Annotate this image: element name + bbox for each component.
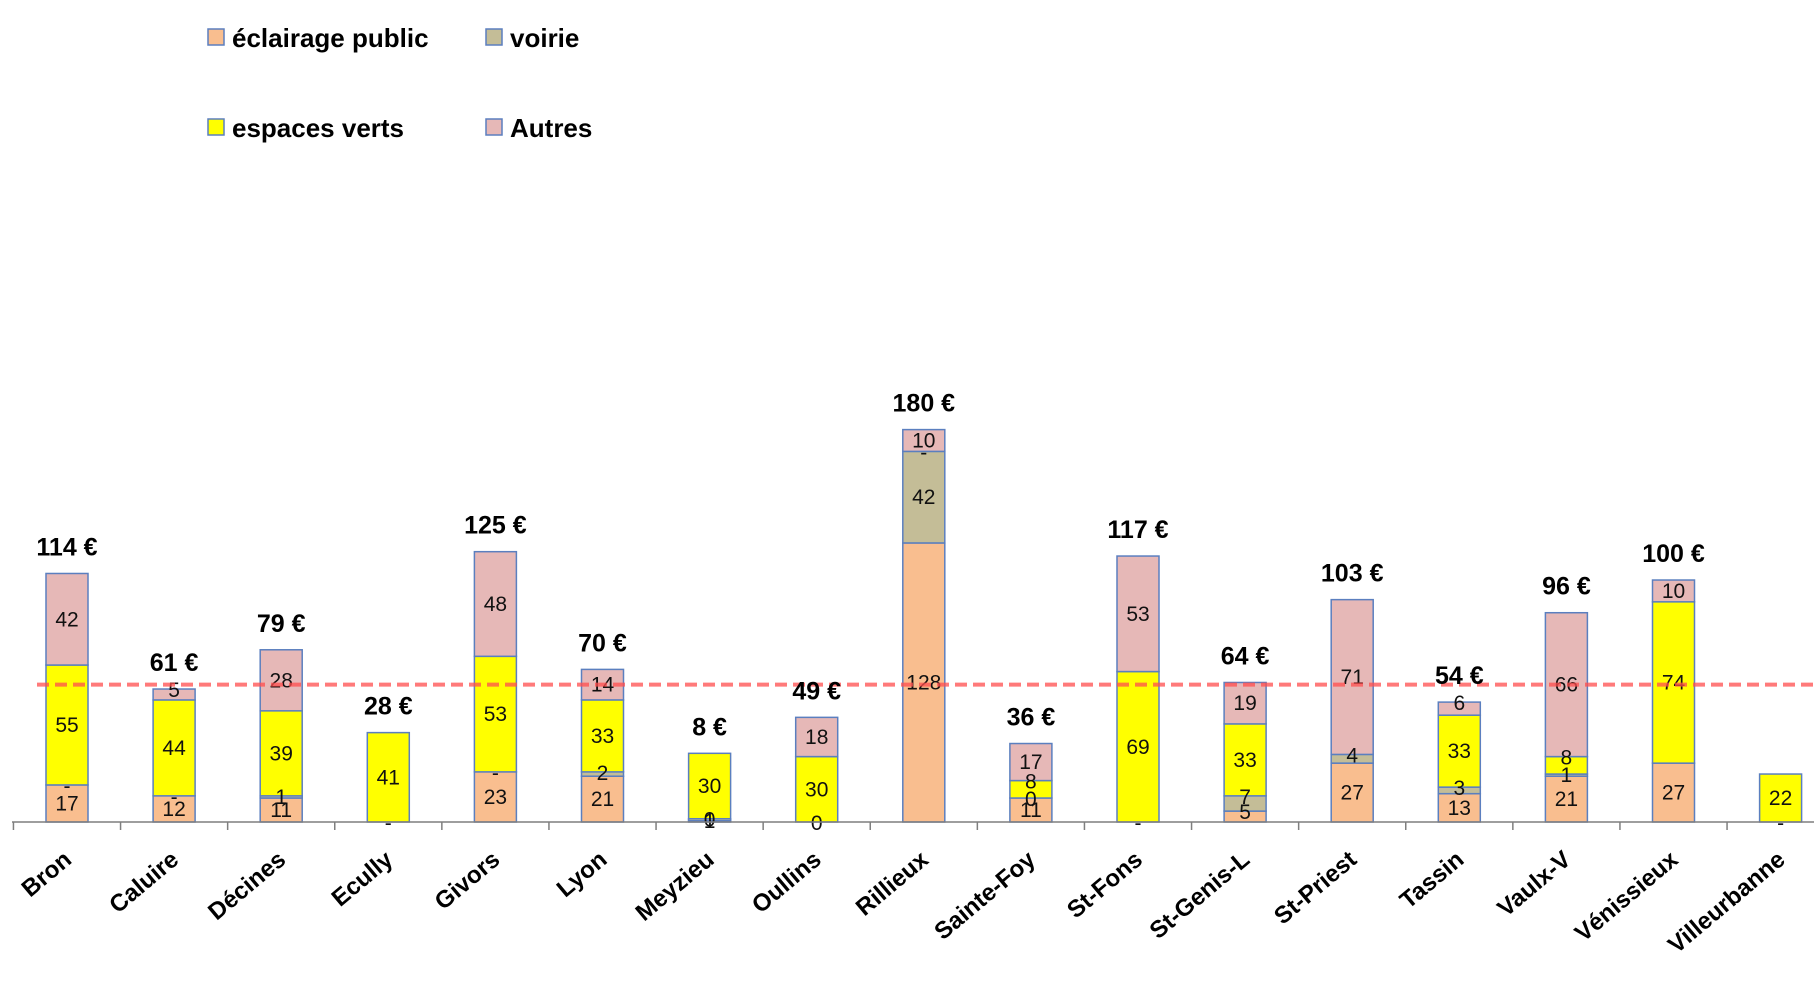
data-label-ecully-espaces-verts: 41 [377,766,400,789]
legend-label-eclairage: éclairage public [232,23,429,53]
total-label-st-genis-l: 64 € [1221,642,1270,670]
data-label-meyzieu-espaces-verts: 30 [698,775,721,798]
data-label-meyzieu-voirie: 0 [704,809,716,832]
data-label-st-priest-voirie: 4 [1346,744,1358,767]
data-label-villeurbanne-espaces-verts: 22 [1769,787,1792,810]
x-tick-label-st-priest: St-Priest [1269,846,1362,930]
x-tick-labels-layer: Bron Caluire Décines Ecully Givors Lyon Meyzie… [17,845,1791,958]
x-tick-label-vaulx-v: Vaulx-V [1492,846,1576,922]
data-label-givors-espaces-verts: 53 [484,703,507,726]
x-tick-label-oullins: Oullins [747,846,827,919]
total-label-vaulx-v: 96 € [1542,573,1591,601]
legend-swatch-eclairage [208,29,224,45]
data-label-caluire-espaces-verts: 44 [162,737,186,760]
total-label-sainte-foy: 36 € [1007,704,1056,732]
legend-item-eclairage: éclairage public [208,23,429,53]
data-label-vaulx-v-espaces-verts: 8 [1561,747,1573,770]
total-label-ecully: 28 € [364,693,413,721]
legend-item-voirie: voirie [486,23,579,53]
x-tick-label-ecully: Ecully [327,845,399,912]
data-label-st-fons-autres: 53 [1126,603,1149,626]
x-tick-label-lyon: Lyon [552,846,613,903]
data-label-venissieux-eclairage-public: 27 [1662,782,1685,805]
total-label-meyzieu: 8 € [692,713,727,741]
x-tick-label-decines: Décines [203,846,291,926]
x-tick-label-caluire: Caluire [104,846,184,919]
data-label-st-fons-espaces-verts: 69 [1126,736,1149,759]
legend-label-voirie: voirie [510,23,579,53]
data-label-oullins-eclairage-public: 0 [811,812,823,835]
total-label-lyon: 70 € [578,629,627,657]
data-label-bron-voirie: - [64,775,71,798]
data-label-st-genis-l-autres: 19 [1233,692,1256,715]
x-tick-label-givors: Givors [430,846,506,916]
x-tick-label-sainte-foy: Sainte-Foy [929,845,1041,945]
x-tick-label-villeurbanne: Villeurbanne [1663,846,1790,959]
data-label-decines-espaces-verts: 39 [270,742,293,765]
x-tick-label-venissieux: Vénissieux [1570,845,1684,947]
data-label-ecully-voirie: - [385,812,392,835]
total-label-bron: 114 € [36,533,97,561]
data-label-st-fons-voirie: - [1135,812,1142,835]
x-tick-label-bron: Bron [17,846,77,903]
data-label-lyon-voirie: 2 [597,762,609,785]
legend-swatch-espaces-verts [208,119,224,135]
data-label-lyon-eclairage-public: 21 [591,788,614,811]
total-label-decines: 79 € [257,610,306,638]
legend-label-espaces-verts: espaces verts [232,113,404,143]
data-label-st-genis-l-espaces-verts: 33 [1233,749,1256,772]
total-label-st-fons: 117 € [1107,516,1168,544]
data-label-caluire-autres: 5 [168,679,180,702]
legend-label-autres: Autres [510,113,592,143]
data-label-givors-autres: 48 [484,593,507,616]
data-label-lyon-espaces-verts: 33 [591,725,614,748]
data-label-venissieux-autres: 10 [1662,580,1685,603]
data-label-tassin-eclairage-public: 13 [1448,797,1471,820]
data-label-rillieux-autres: 10 [912,430,935,453]
data-label-decines-voirie: 1 [275,786,287,809]
data-label-tassin-voirie: 3 [1453,777,1465,800]
legend-item-espaces-verts: espaces verts [208,113,404,143]
data-label-sainte-foy-autres: 17 [1019,751,1042,774]
x-tick-label-tassin: Tassin [1395,846,1469,914]
legend: éclairage public voirie espaces verts Au… [208,23,592,143]
data-label-villeurbanne-voirie: - [1777,812,1784,835]
data-label-st-genis-l-voirie: 7 [1239,786,1251,809]
total-label-venissieux: 100 € [1642,540,1705,568]
legend-swatch-autres [486,119,502,135]
total-label-oullins: 49 € [792,677,841,705]
x-tick-label-meyzieu: Meyzieu [631,846,720,927]
x-tick-label-st-genis-l: St-Genis-L [1145,846,1255,945]
data-label-bron-espaces-verts: 55 [55,714,78,737]
x-axis-ticks [13,822,1727,830]
legend-swatch-voirie [486,29,502,45]
data-label-oullins-autres: 18 [805,726,828,749]
x-tick-label-rillieux: Rillieux [851,845,934,921]
data-label-caluire-voirie: - [171,786,178,809]
total-label-rillieux: 180 € [893,390,956,418]
data-label-tassin-espaces-verts: 33 [1448,740,1471,763]
legend-item-autres: Autres [486,113,592,143]
data-label-bron-autres: 42 [55,608,78,631]
total-label-caluire: 61 € [150,649,199,677]
total-label-givors: 125 € [464,512,527,540]
data-label-rillieux-voirie: 42 [912,486,935,509]
data-label-givors-eclairage-public: 23 [484,786,507,809]
x-tick-label-st-fons: St-Fons [1062,846,1148,924]
data-label-givors-voirie: - [492,762,499,785]
total-label-tassin: 54 € [1435,662,1484,690]
data-label-vaulx-v-eclairage-public: 21 [1555,788,1578,811]
data-label-st-priest-eclairage-public: 27 [1341,782,1364,805]
data-label-tassin-autres: 6 [1453,692,1465,715]
data-label-oullins-espaces-verts: 30 [805,778,828,801]
data-label-decines-autres: 28 [270,669,293,692]
total-label-st-priest: 103 € [1321,560,1384,588]
